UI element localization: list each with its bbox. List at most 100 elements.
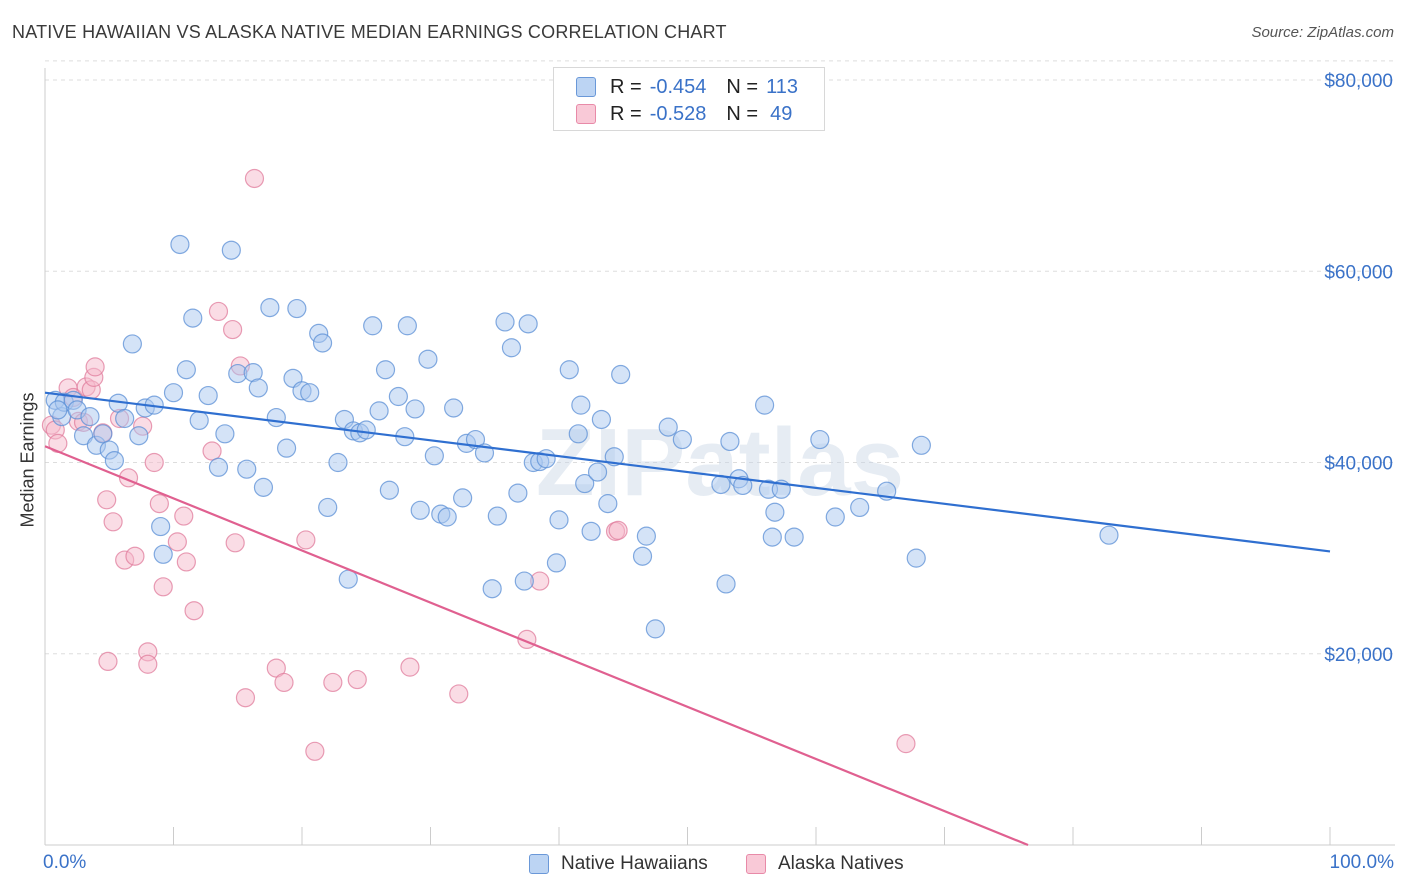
native-hawaiian-point [122, 334, 142, 354]
native-hawaiian-point [911, 435, 931, 455]
pink-swatch [576, 104, 596, 124]
native-hawaiian-point [465, 429, 486, 450]
native-hawaiian-point [604, 447, 624, 467]
legend-label: Native Hawaiians [561, 853, 708, 874]
native-hawaiian-point [388, 386, 408, 407]
alaska-native-point [608, 520, 628, 540]
native-hawaiian-point [598, 494, 618, 514]
r-label: R = [610, 75, 642, 98]
native-hawaiian-point [720, 431, 740, 452]
alaska-native-point [97, 490, 117, 510]
n-label: N = [726, 102, 759, 125]
alaska-native-point [125, 546, 145, 566]
native-hawaiian-point [129, 426, 149, 446]
native-hawaiian-point [170, 234, 190, 255]
native-hawaiian-point [514, 571, 534, 591]
axes [44, 68, 1395, 846]
native-hawaiian-point [581, 521, 601, 541]
native-hawaiians-points [45, 234, 1119, 639]
native-hawaiian-point [328, 452, 348, 473]
native-hawaiian-point [546, 553, 567, 573]
alaska-native-point [153, 577, 173, 597]
alaska-native-point [167, 532, 187, 552]
chart-title: NATIVE HAWAIIAN VS ALASKA NATIVE MEDIAN … [12, 22, 727, 42]
native-hawaiian-point [825, 507, 845, 527]
native-hawaiian-point [189, 410, 209, 431]
x-tick-label-min: 0.0% [43, 852, 87, 873]
native-hawaiian-point [453, 488, 473, 508]
native-hawaiian-point [248, 378, 268, 398]
r-label: R = [610, 102, 642, 125]
legend-item-native-hawaiians[interactable]: Native Hawaiians [529, 850, 708, 878]
native-hawaiian-point [266, 407, 286, 428]
alaska-native-point [98, 651, 118, 672]
native-hawaiian-point [312, 333, 333, 353]
stats-row-native-hawaiians: R = -0.454 N = 113 [576, 75, 798, 99]
native-hawaiian-point [410, 500, 430, 520]
native-hawaiian-point [363, 316, 383, 336]
grid-lines [45, 60, 1395, 655]
native-hawaiian-point [575, 473, 595, 494]
native-hawaiian-point [850, 497, 870, 518]
native-hawaiian-point [260, 297, 280, 318]
native-hawaiian-point [711, 474, 731, 495]
watermark: ZIPatlas [536, 409, 904, 516]
native-hawaiian-point [318, 497, 338, 518]
native-hawaiian-point [397, 316, 417, 336]
native-hawaiian-point [437, 507, 457, 527]
native-hawaiian-point [104, 450, 124, 471]
alaska-native-point [347, 669, 367, 690]
native-hawaiian-point [80, 407, 100, 427]
native-hawaiian-point [906, 548, 926, 568]
native-hawaiian-point [810, 429, 830, 450]
x-tick-label-max: 100.0% [1329, 852, 1394, 873]
y-tick-label: $20,000 [1324, 645, 1393, 666]
native-hawaiian-point [424, 446, 444, 466]
native-hawaiian-point [418, 349, 438, 369]
r-value: -0.528 [649, 102, 707, 125]
native-hawaiian-point [508, 483, 528, 503]
legend-label: Alaska Natives [778, 853, 904, 874]
alaska-native-point [184, 601, 204, 621]
alaska-native-point [323, 672, 343, 693]
alaska-native-point [225, 533, 245, 553]
native-hawaiian-point [151, 516, 171, 537]
native-hawaiians-trend-line [44, 391, 1331, 553]
native-hawaiian-point [762, 527, 782, 547]
native-hawaiian-point [559, 360, 579, 380]
legend-item-alaska-natives[interactable]: Alaska Natives [746, 850, 904, 878]
native-hawaiian-point [754, 395, 775, 415]
alaska-natives-trend-line [44, 445, 1029, 847]
blue-swatch [529, 854, 549, 874]
native-hawaiian-point [48, 400, 68, 420]
alaska-native-point [305, 741, 325, 761]
native-hawaiian-point [379, 480, 399, 500]
native-hawaiian-point [571, 395, 591, 415]
native-hawaiian-point [587, 462, 608, 482]
native-hawaiian-point [215, 424, 235, 444]
native-hawaiian-point [549, 510, 569, 530]
native-hawaiian-point [482, 579, 502, 599]
native-hawaiian-point [375, 360, 396, 380]
native-hawaiian-point [287, 298, 307, 319]
native-hawaiian-point [645, 619, 665, 639]
y-tick-label: $40,000 [1324, 454, 1393, 475]
alaska-natives-points [41, 168, 916, 761]
alaska-native-point [103, 512, 123, 532]
r-value: -0.454 [649, 75, 707, 98]
native-hawaiian-point [765, 502, 785, 522]
native-hawaiian-point [369, 401, 389, 421]
n-label: N = [726, 75, 759, 98]
native-hawaiian-point [93, 424, 113, 444]
alaska-native-point [138, 654, 158, 674]
native-hawaiian-point [636, 526, 656, 546]
stats-legend: R = -0.454 N = 113 R = -0.528 N = 49 [553, 67, 825, 131]
native-hawaiian-point [444, 398, 464, 418]
y-axis-label: Median Earnings [17, 392, 38, 528]
native-hawaiian-point [632, 546, 653, 566]
alaska-native-point [144, 452, 164, 473]
native-hawaiian-point [208, 457, 229, 477]
native-hawaiian-point [784, 527, 804, 547]
alaska-native-point [202, 441, 222, 461]
